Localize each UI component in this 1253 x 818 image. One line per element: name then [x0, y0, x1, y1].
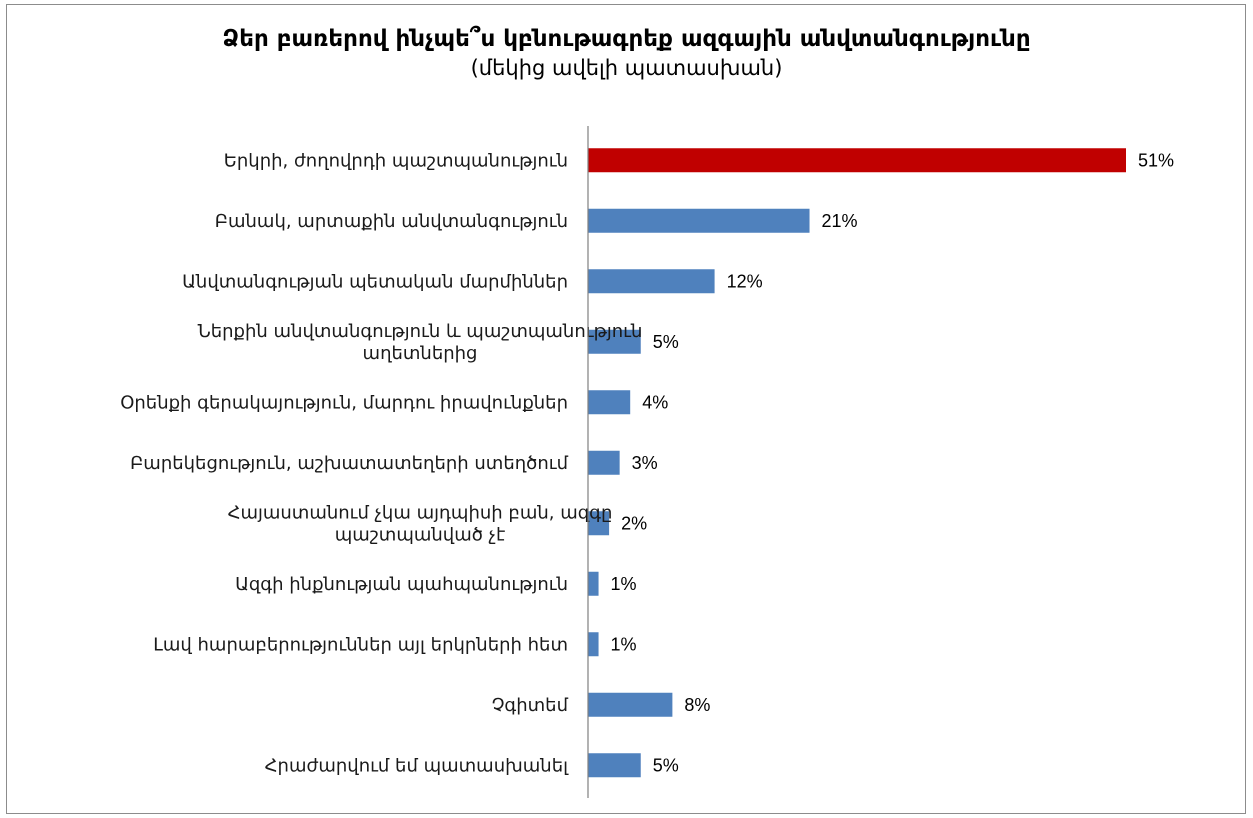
value-label: 1% [611, 574, 637, 594]
value-label: 5% [653, 332, 679, 352]
bar [588, 450, 620, 475]
value-label: 21% [822, 211, 858, 231]
category-label: Անվտանգության պետական մարմիններ [182, 271, 568, 292]
category-label: Լավ հարաբերություններ այլ երկրների հետ [153, 634, 568, 655]
bar [588, 390, 631, 415]
category-label: Բարեկեցություն, աշխատատեղերի ստեղծում [130, 453, 568, 474]
bar [588, 148, 1126, 173]
value-label: 5% [653, 755, 679, 775]
bar [588, 571, 599, 596]
chart-subtitle: (մեկից ավելի պատասխան) [470, 56, 783, 80]
bar [588, 692, 673, 717]
category-label: Չգիտեմ [492, 695, 569, 716]
category-label: Հայաստանում չկա այդպիսի բան, ազգը պաշտպան… [228, 502, 613, 545]
bars-layer [588, 148, 1126, 778]
bar [588, 511, 610, 536]
category-label: Հրաժարվում եմ պատասխանել [265, 755, 569, 776]
title-block: Ձեր բառերով ինչպե՞ս կբնութագրեք ազգային … [0, 24, 1253, 82]
value-label: 4% [642, 392, 668, 412]
value-label: 12% [727, 271, 763, 291]
category-label: Բանակ, արտաքին անվտանգություն [215, 211, 568, 232]
bar [588, 269, 715, 294]
category-label: Ազգի ինքնության պահպանություն [235, 574, 568, 595]
value-label: 1% [611, 634, 637, 654]
chart-title: Ձեր բառերով ինչպե՞ս կբնութագրեք ազգային … [222, 26, 1031, 52]
bar [588, 208, 810, 233]
category-label: Ներքին անվտանգություն և պաշտպանություն աղ… [198, 321, 643, 364]
category-label: Երկրի, ժողովրդի պաշտպանություն [224, 150, 568, 171]
value-label: 51% [1138, 150, 1174, 170]
category-labels-layer: Երկրի, ժողովրդի պաշտպանություն Բանակ, արտ… [120, 150, 642, 776]
value-label: 3% [632, 453, 658, 473]
value-label: 8% [684, 695, 710, 715]
category-label: Օրենքի գերակայություն, մարդու իրավունքնե… [120, 392, 568, 413]
bar [588, 329, 641, 354]
bar [588, 632, 599, 657]
bar [588, 753, 641, 778]
value-label: 2% [621, 513, 647, 533]
value-labels-layer: 51% 21% 12% 5% 4% 3% 2% 1% 1% 8% 5% [611, 150, 1174, 775]
